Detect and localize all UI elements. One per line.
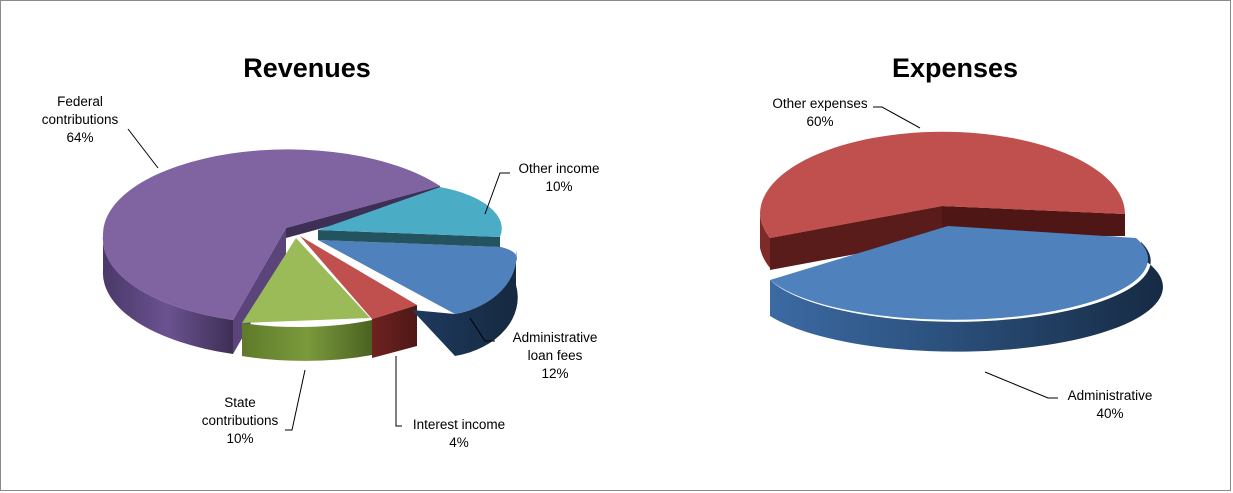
expenses-chart: Expenses Other expenses 60% Administrati… — [760, 53, 1163, 421]
label-state-contributions: State contributions 10% — [202, 395, 279, 446]
revenues-title: Revenues — [243, 53, 371, 83]
label-interest-income: Interest income 4% — [413, 417, 505, 450]
slice-other-income — [318, 187, 502, 247]
label-line: Federal — [57, 94, 103, 109]
label-other-income: Other income 10% — [518, 161, 599, 194]
label-line: Administrative — [513, 330, 598, 345]
label-line: contributions — [202, 413, 279, 428]
label-pct: 10% — [545, 179, 572, 194]
slice-interest-income — [300, 236, 417, 358]
label-pct: 60% — [806, 114, 833, 129]
label-line: contributions — [42, 112, 119, 127]
slice-administrative-loan-fees — [318, 240, 518, 356]
label-line: loan fees — [528, 348, 583, 363]
label-other-expenses: Other expenses 60% — [772, 96, 868, 129]
label-pct: 10% — [226, 431, 253, 446]
expenses-title: Expenses — [892, 53, 1018, 83]
label-administrative: Administrative 40% — [1068, 388, 1153, 421]
revenues-chart: Revenues — [42, 53, 600, 450]
label-line: Other expenses — [772, 96, 868, 111]
label-line: State — [224, 395, 256, 410]
label-line: Administrative — [1068, 388, 1153, 403]
label-pct: 12% — [541, 366, 568, 381]
slice-state-contributions — [242, 238, 372, 361]
leader-other-expenses — [873, 106, 921, 129]
label-line: Other income — [518, 161, 599, 176]
leader-admin-fees — [469, 317, 495, 342]
label-pct: 40% — [1096, 406, 1123, 421]
label-pct: 64% — [66, 130, 93, 145]
leader-state — [285, 369, 306, 431]
slice-other-expenses — [760, 131, 1125, 270]
leader-administrative — [984, 371, 1058, 399]
leader-federal — [127, 128, 159, 169]
label-pct: 4% — [449, 435, 469, 450]
leader-interest — [395, 356, 402, 427]
label-line: Interest income — [413, 417, 505, 432]
leader-other-income — [484, 172, 510, 215]
label-federal-contributions: Federal contributions 64% — [42, 94, 119, 145]
label-administrative-loan-fees: Administrative loan fees 12% — [513, 330, 598, 381]
slice-administrative — [770, 226, 1163, 352]
